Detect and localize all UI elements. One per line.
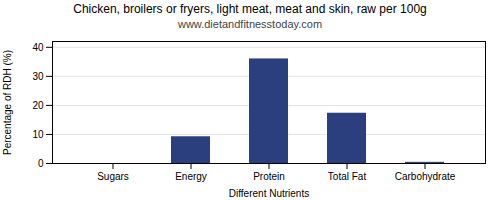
svg-text:Sugars: Sugars — [97, 171, 129, 182]
svg-text:Different Nutrients: Different Nutrients — [229, 188, 309, 199]
html-text:www.dietandfitnesstoday.com: www.dietandfitnesstoday.com — [178, 18, 322, 30]
html-text:Chicken, broilers or fryers, l: Chicken, broilers or fryers, light meat,… — [73, 2, 427, 16]
svg-text:Protein: Protein — [253, 171, 285, 182]
svg-text:10: 10 — [32, 129, 44, 140]
svg-text:Total Fat: Total Fat — [328, 171, 367, 182]
svg-text:30: 30 — [32, 71, 44, 82]
svg-text:Energy: Energy — [175, 171, 207, 182]
svg-text:0: 0 — [38, 158, 44, 169]
svg-text:40: 40 — [32, 42, 44, 53]
svg-text:20: 20 — [32, 100, 44, 111]
svg-text:Carbohydrate: Carbohydrate — [395, 171, 456, 182]
svg-text:Percentage of RDH (%): Percentage of RDH (%) — [2, 50, 13, 155]
